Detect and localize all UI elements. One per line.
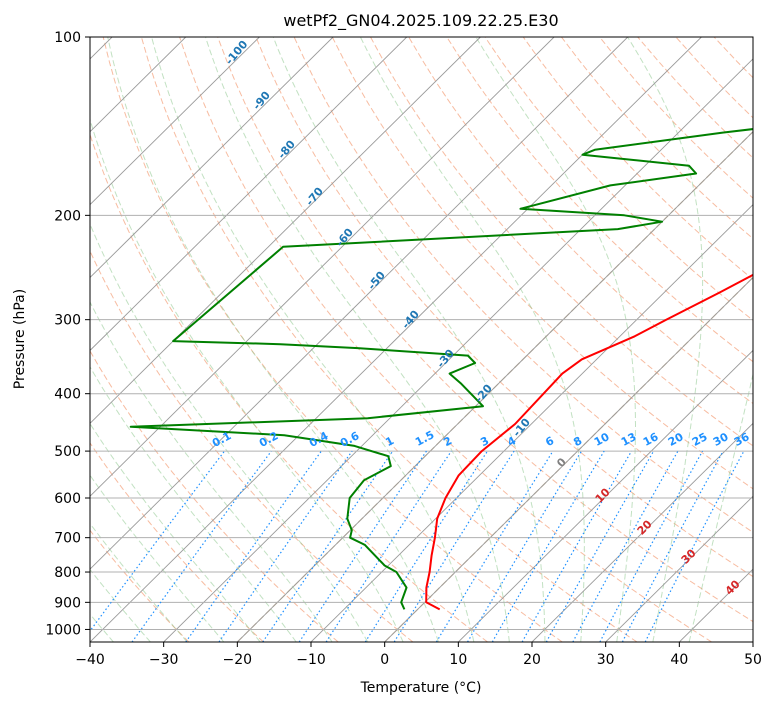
moist-adiabat [151, 37, 475, 642]
x-tick-label: −30 [149, 652, 179, 668]
dry-adiabat [446, 37, 753, 363]
isotherm-line [310, 204, 753, 642]
x-tick-label: −10 [296, 652, 326, 668]
y-tick-label: 400 [54, 387, 81, 403]
mixing-ratio-line [185, 450, 322, 642]
mixing-ratio-line [262, 450, 394, 642]
mixing-ratio-line [572, 450, 679, 642]
moist-adiabat [90, 222, 369, 642]
grid-lines [90, 37, 753, 642]
y-axis-label: Pressure (hPa) [12, 289, 28, 389]
x-axis-label: Temperature (°C) [360, 680, 482, 696]
moist-adiabat [90, 422, 261, 642]
moist-adiabat [359, 37, 585, 642]
moist-adiabat [90, 522, 188, 642]
dry-adiabat [484, 37, 753, 321]
x-tick-label: 0 [380, 652, 389, 668]
moist-adiabat [272, 37, 546, 642]
x-tick-label: −40 [75, 652, 105, 668]
isotherm-line [163, 58, 753, 642]
dry-adiabat [255, 37, 753, 578]
moist-adiabat [627, 37, 704, 642]
isotherm-line [90, 37, 555, 497]
y-tick-label: 900 [54, 595, 81, 611]
dry-adiabat [217, 37, 753, 623]
mixing-ratio-label: 10 [592, 430, 612, 449]
dry-adiabat [90, 350, 339, 642]
y-tick-label: 100 [54, 30, 81, 46]
y-tick-label: 700 [54, 531, 81, 547]
mixing-ratio-label: 36 [732, 430, 752, 449]
moist-adiabat [90, 474, 225, 642]
dry-adiabat [370, 37, 753, 447]
x-tick-label: 10 [449, 652, 467, 668]
isotherm-line [90, 37, 260, 206]
plot-frame [89, 36, 754, 643]
isotherm-line [90, 37, 334, 279]
mixing-ratio-label: 16 [641, 430, 661, 449]
moist-adiabat [90, 568, 151, 642]
mixing-ratio-line [545, 450, 655, 642]
mixing-ratio-line [435, 450, 554, 642]
moist-adiabat [475, 37, 636, 642]
mixing-ratio-line [218, 450, 353, 642]
y-tick-label: 1000 [45, 622, 81, 638]
x-tick-label: 30 [597, 652, 615, 668]
isotherm-line [531, 422, 753, 642]
dewpoint-line [129, 128, 753, 610]
isotherm-line [90, 37, 702, 642]
isotherm-line [458, 349, 753, 642]
isotherm-line [90, 37, 408, 352]
isotherm-line [90, 37, 629, 570]
x-tick-label: 20 [523, 652, 541, 668]
isotherm-line [237, 131, 753, 642]
dry-adiabat [90, 249, 414, 642]
isotherm-line [384, 276, 753, 642]
dry-adiabat [331, 37, 753, 490]
mixing-ratio-label: 25 [690, 430, 710, 449]
moist-adiabat [90, 365, 297, 642]
y-tick-label: 300 [54, 313, 81, 329]
moist-adiabat [90, 117, 404, 642]
dry-adiabat [90, 529, 190, 642]
mixing-ratio-line [599, 450, 704, 642]
mixing-ratio-line [364, 450, 489, 642]
mixing-ratio-line [90, 450, 225, 632]
y-tick-label: 500 [54, 444, 81, 460]
dry-adiabat [90, 442, 264, 642]
moist-adiabat [205, 37, 510, 642]
y-tick-label: 200 [54, 208, 81, 224]
mixing-ratio-label: 30 [711, 430, 731, 449]
x-tick-label: 40 [670, 652, 688, 668]
x-tick-label: −20 [223, 652, 253, 668]
temperature-line [425, 273, 753, 611]
y-tick-label: 600 [54, 491, 81, 507]
mixing-ratio-line [298, 450, 427, 642]
mixing-ratio-label: 13 [619, 430, 639, 449]
chart-title: wetPf2_GN04.2025.109.22.25.E30 [283, 11, 558, 31]
dry-adiabat [140, 37, 638, 642]
data-lines [129, 128, 753, 611]
isotherm-line [605, 495, 753, 642]
mixing-ratio-line [131, 450, 272, 642]
x-axis: −40 −30 −20 −10 0 10 20 30 40 50 [75, 642, 762, 668]
dry-adiabat [90, 132, 488, 642]
y-axis: 1000 900 800 700 600 500 400 300 200 100 [45, 30, 90, 638]
dry-adiabat [102, 37, 563, 642]
y-tick-label: 800 [54, 565, 81, 581]
mixing-ratio-line [325, 450, 452, 642]
x-tick-label: 50 [744, 652, 762, 668]
mixing-ratio-label: 20 [666, 430, 686, 449]
moist-adiabat [107, 37, 439, 642]
